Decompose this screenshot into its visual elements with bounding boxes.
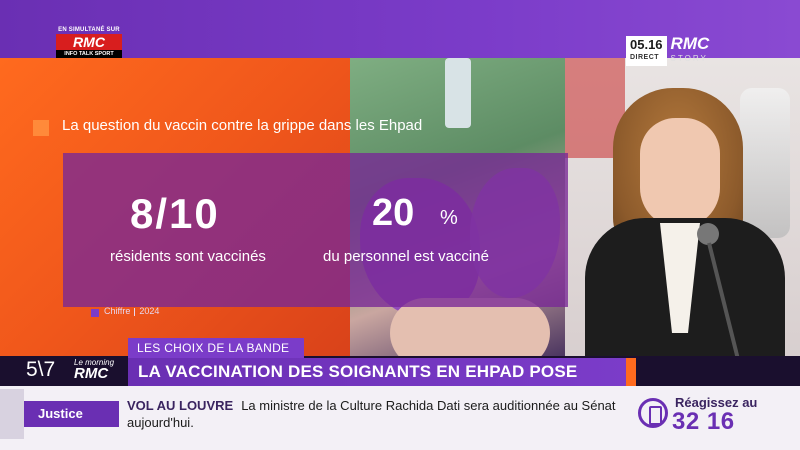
vaccine-vial-shape: [445, 58, 471, 128]
channel-bug: 05.16 DIRECT RMC STORY: [626, 34, 714, 66]
ticker-body: La ministre de la Culture Rachida Dati s…: [127, 398, 616, 430]
infographic-question: La question du vaccin contre la grippe d…: [62, 117, 423, 134]
direct-label: DIRECT: [630, 54, 660, 61]
source-separator: [134, 307, 136, 316]
studio-view: [565, 58, 800, 356]
partner-logo-text: RMC: [56, 34, 122, 50]
segment-label: LES CHOIX DE LA BANDE: [128, 338, 304, 358]
stat-staff-unit: %: [440, 207, 458, 229]
clock-time: 05.16: [630, 37, 663, 52]
source-label: Chiffre: [104, 306, 131, 316]
source-bullet: [91, 309, 99, 317]
show-logo-main: 5\7: [26, 358, 56, 381]
show-logo-bottom: RMC: [74, 365, 109, 382]
ticker-category: Justice: [24, 401, 119, 427]
react-phone-number: 32 16: [672, 408, 735, 435]
channel-logo-subtext: STORY: [670, 54, 708, 63]
microphone-icon: [697, 223, 719, 245]
ticker-text: VOL AU LOUVRE La ministre de la Culture R…: [127, 397, 627, 431]
show-logo: 5\7 Le morning RMC: [18, 356, 126, 384]
stat-staff-value: 20: [372, 192, 415, 234]
ticker-topic: VOL AU LOUVRE: [127, 398, 234, 413]
source-year: 2024: [139, 306, 160, 316]
channel-logo-text: RMC: [670, 34, 710, 53]
channel-logo: RMC STORY: [667, 34, 714, 66]
studio-background-decor: [740, 88, 790, 238]
react-label: Réagissez au: [675, 395, 758, 410]
arm-shape: [390, 298, 550, 356]
presenter-face: [640, 118, 720, 228]
show-logo-top: Le morning: [74, 358, 115, 367]
stat-staff-label: du personnel est vacciné: [323, 248, 489, 265]
question-bullet: [33, 120, 49, 136]
top-band: [0, 0, 800, 58]
partner-logo-subtext: INFO TALK SPORT: [56, 50, 122, 58]
stat-residents-label: résidents sont vaccinés: [110, 248, 266, 265]
headline: LA VACCINATION DES SOIGNANTS EN EHPAD PO…: [128, 358, 626, 409]
headline-accent: [626, 358, 636, 386]
stat-residents-value: 8/10: [130, 190, 220, 237]
phone-icon: [638, 398, 668, 428]
ticker-edge: [0, 389, 24, 439]
simulcast-logo: EN SIMULTANÉ SUR RMC INFO TALK SPORT: [56, 27, 122, 63]
stats-panel: [63, 153, 568, 307]
source-note: Chiffre 2024: [104, 306, 159, 316]
simulcast-label: EN SIMULTANÉ SUR: [58, 27, 120, 33]
clock-block: 05.16 DIRECT: [626, 36, 667, 66]
